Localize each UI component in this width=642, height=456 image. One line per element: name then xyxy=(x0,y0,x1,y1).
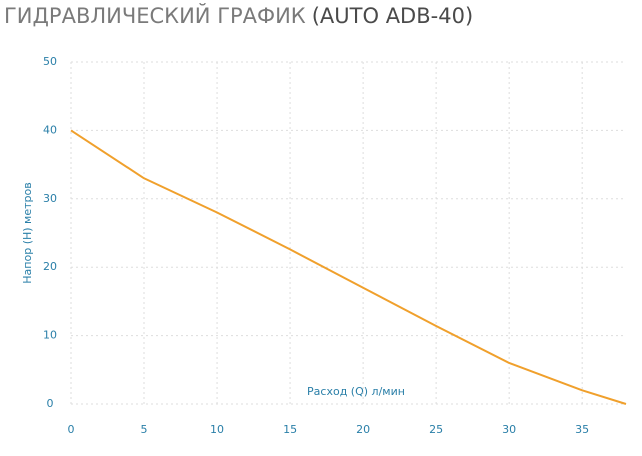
x-tick-label: 15 xyxy=(283,423,297,436)
y-tick-label: 30 xyxy=(43,192,57,205)
x-tick-label: 0 xyxy=(68,423,75,436)
y-axis-label: Напор (H) метров xyxy=(21,182,34,283)
x-axis-label: Расход (Q) л/мин xyxy=(307,385,405,398)
chart-title: ГИДРАВЛИЧЕСКИЙ ГРАФИК (AUTO ADB-40) xyxy=(4,3,473,28)
x-tick-label: 5 xyxy=(141,423,148,436)
x-tick-label: 35 xyxy=(575,423,589,436)
data-line xyxy=(70,129,627,405)
x-tick-label: 30 xyxy=(502,423,516,436)
title-main: ГИДРАВЛИЧЕСКИЙ ГРАФИК xyxy=(4,3,306,28)
x-tick-label: 25 xyxy=(429,423,443,436)
x-tick-label: 10 xyxy=(210,423,224,436)
x-tick-label: 20 xyxy=(356,423,370,436)
y-tick-label: 10 xyxy=(43,329,57,342)
y-tick-label: 50 xyxy=(43,55,57,68)
y-tick-label: 20 xyxy=(43,260,57,273)
y-tick-label: 0 xyxy=(47,397,54,410)
title-model: (AUTO ADB-40) xyxy=(312,4,473,28)
y-tick-label: 40 xyxy=(43,123,57,136)
